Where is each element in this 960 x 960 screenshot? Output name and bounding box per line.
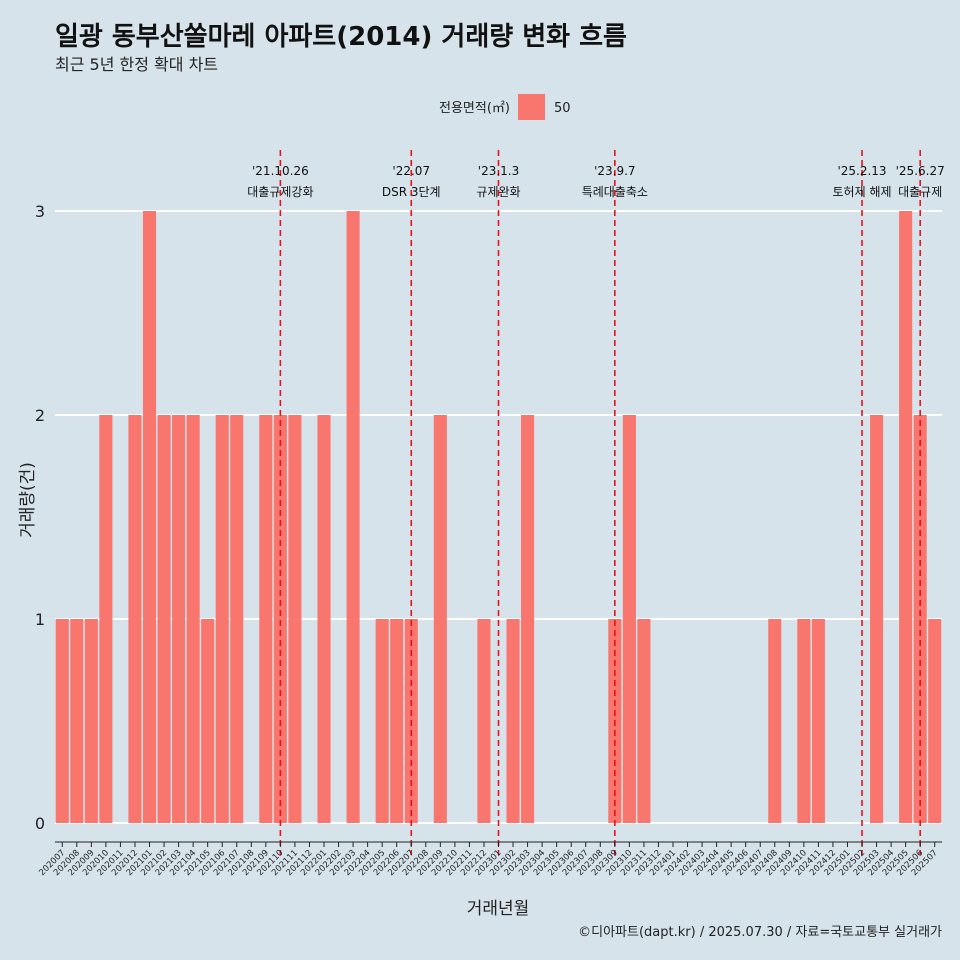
bar-202105: [201, 619, 215, 823]
chart-subtitle: 최근 5년 한정 확대 차트: [55, 55, 218, 74]
bar-202505: [899, 211, 913, 823]
event-date-label: '25.2.13: [837, 164, 886, 178]
y-tick-label: 3: [35, 202, 45, 221]
bar-202310: [622, 415, 636, 823]
legend-label: 50: [554, 101, 571, 116]
bar-202007: [55, 619, 69, 823]
bar-202107: [230, 415, 244, 823]
event-label: DSR 3단계: [382, 185, 441, 199]
y-axis-title: 거래량(건): [18, 462, 38, 538]
event-date-label: '22.07: [392, 164, 430, 178]
bar-202506: [913, 415, 927, 823]
bar-202203: [346, 211, 360, 823]
bar-202103: [172, 415, 186, 823]
bar-202106: [215, 415, 229, 823]
event-date-label: '23.1.3: [478, 164, 519, 178]
legend-swatch: [518, 94, 545, 120]
event-label: 대출규제강화: [247, 185, 313, 199]
bar-202102: [157, 415, 171, 823]
y-tick-label: 1: [35, 610, 45, 629]
bar-202503: [870, 415, 884, 823]
event-label: 규제완화: [476, 185, 520, 199]
bar-202303: [521, 415, 535, 823]
bar-202012: [128, 415, 142, 823]
legend: 전용면적(㎡) 50: [439, 94, 571, 120]
event-date-label: '21.10.26: [252, 164, 309, 178]
event-date-label: '25.6.27: [896, 164, 945, 178]
bar-202008: [70, 619, 84, 823]
event-label: 대출규제: [898, 185, 942, 199]
bar-202410: [797, 619, 811, 823]
event-label: 토허제 해제: [833, 185, 892, 199]
bar-202302: [506, 619, 520, 823]
bar-202109: [259, 415, 273, 823]
event-date-label: '23.9.7: [594, 164, 635, 178]
bar-202111: [288, 415, 302, 823]
bar-202009: [84, 619, 98, 823]
bars: [55, 211, 942, 823]
bar-202408: [768, 619, 782, 823]
bar-202507: [928, 619, 942, 823]
bar-202206: [390, 619, 404, 823]
caption: ©디아파트(dapt.kr) / 2025.07.30 / 자료=국토교통부 실…: [578, 925, 942, 940]
bar-202209: [433, 415, 447, 823]
bar-202212: [477, 619, 491, 823]
event-label: 특례대출축소: [582, 185, 648, 199]
bar-202110: [273, 415, 287, 823]
y-tick-label: 2: [35, 406, 45, 425]
legend-title: 전용면적(㎡): [439, 101, 510, 116]
bar-202104: [186, 415, 200, 823]
bar-202311: [637, 619, 651, 823]
bar-202010: [99, 415, 113, 823]
bar-202411: [811, 619, 825, 823]
chart-title: 일광 동부산쏠마레 아파트(2014) 거래량 변화 흐름: [55, 22, 627, 52]
x-axis-title: 거래년월: [467, 899, 530, 919]
bar-202101: [142, 211, 157, 823]
y-tick-label: 0: [35, 814, 45, 833]
bar-202201: [317, 415, 331, 823]
bar-202205: [375, 619, 389, 823]
event-lines: '21.10.26 대출규제강화 '22.07 DSR 3단계 '23.1.3 규제완화 '…: [247, 150, 945, 855]
